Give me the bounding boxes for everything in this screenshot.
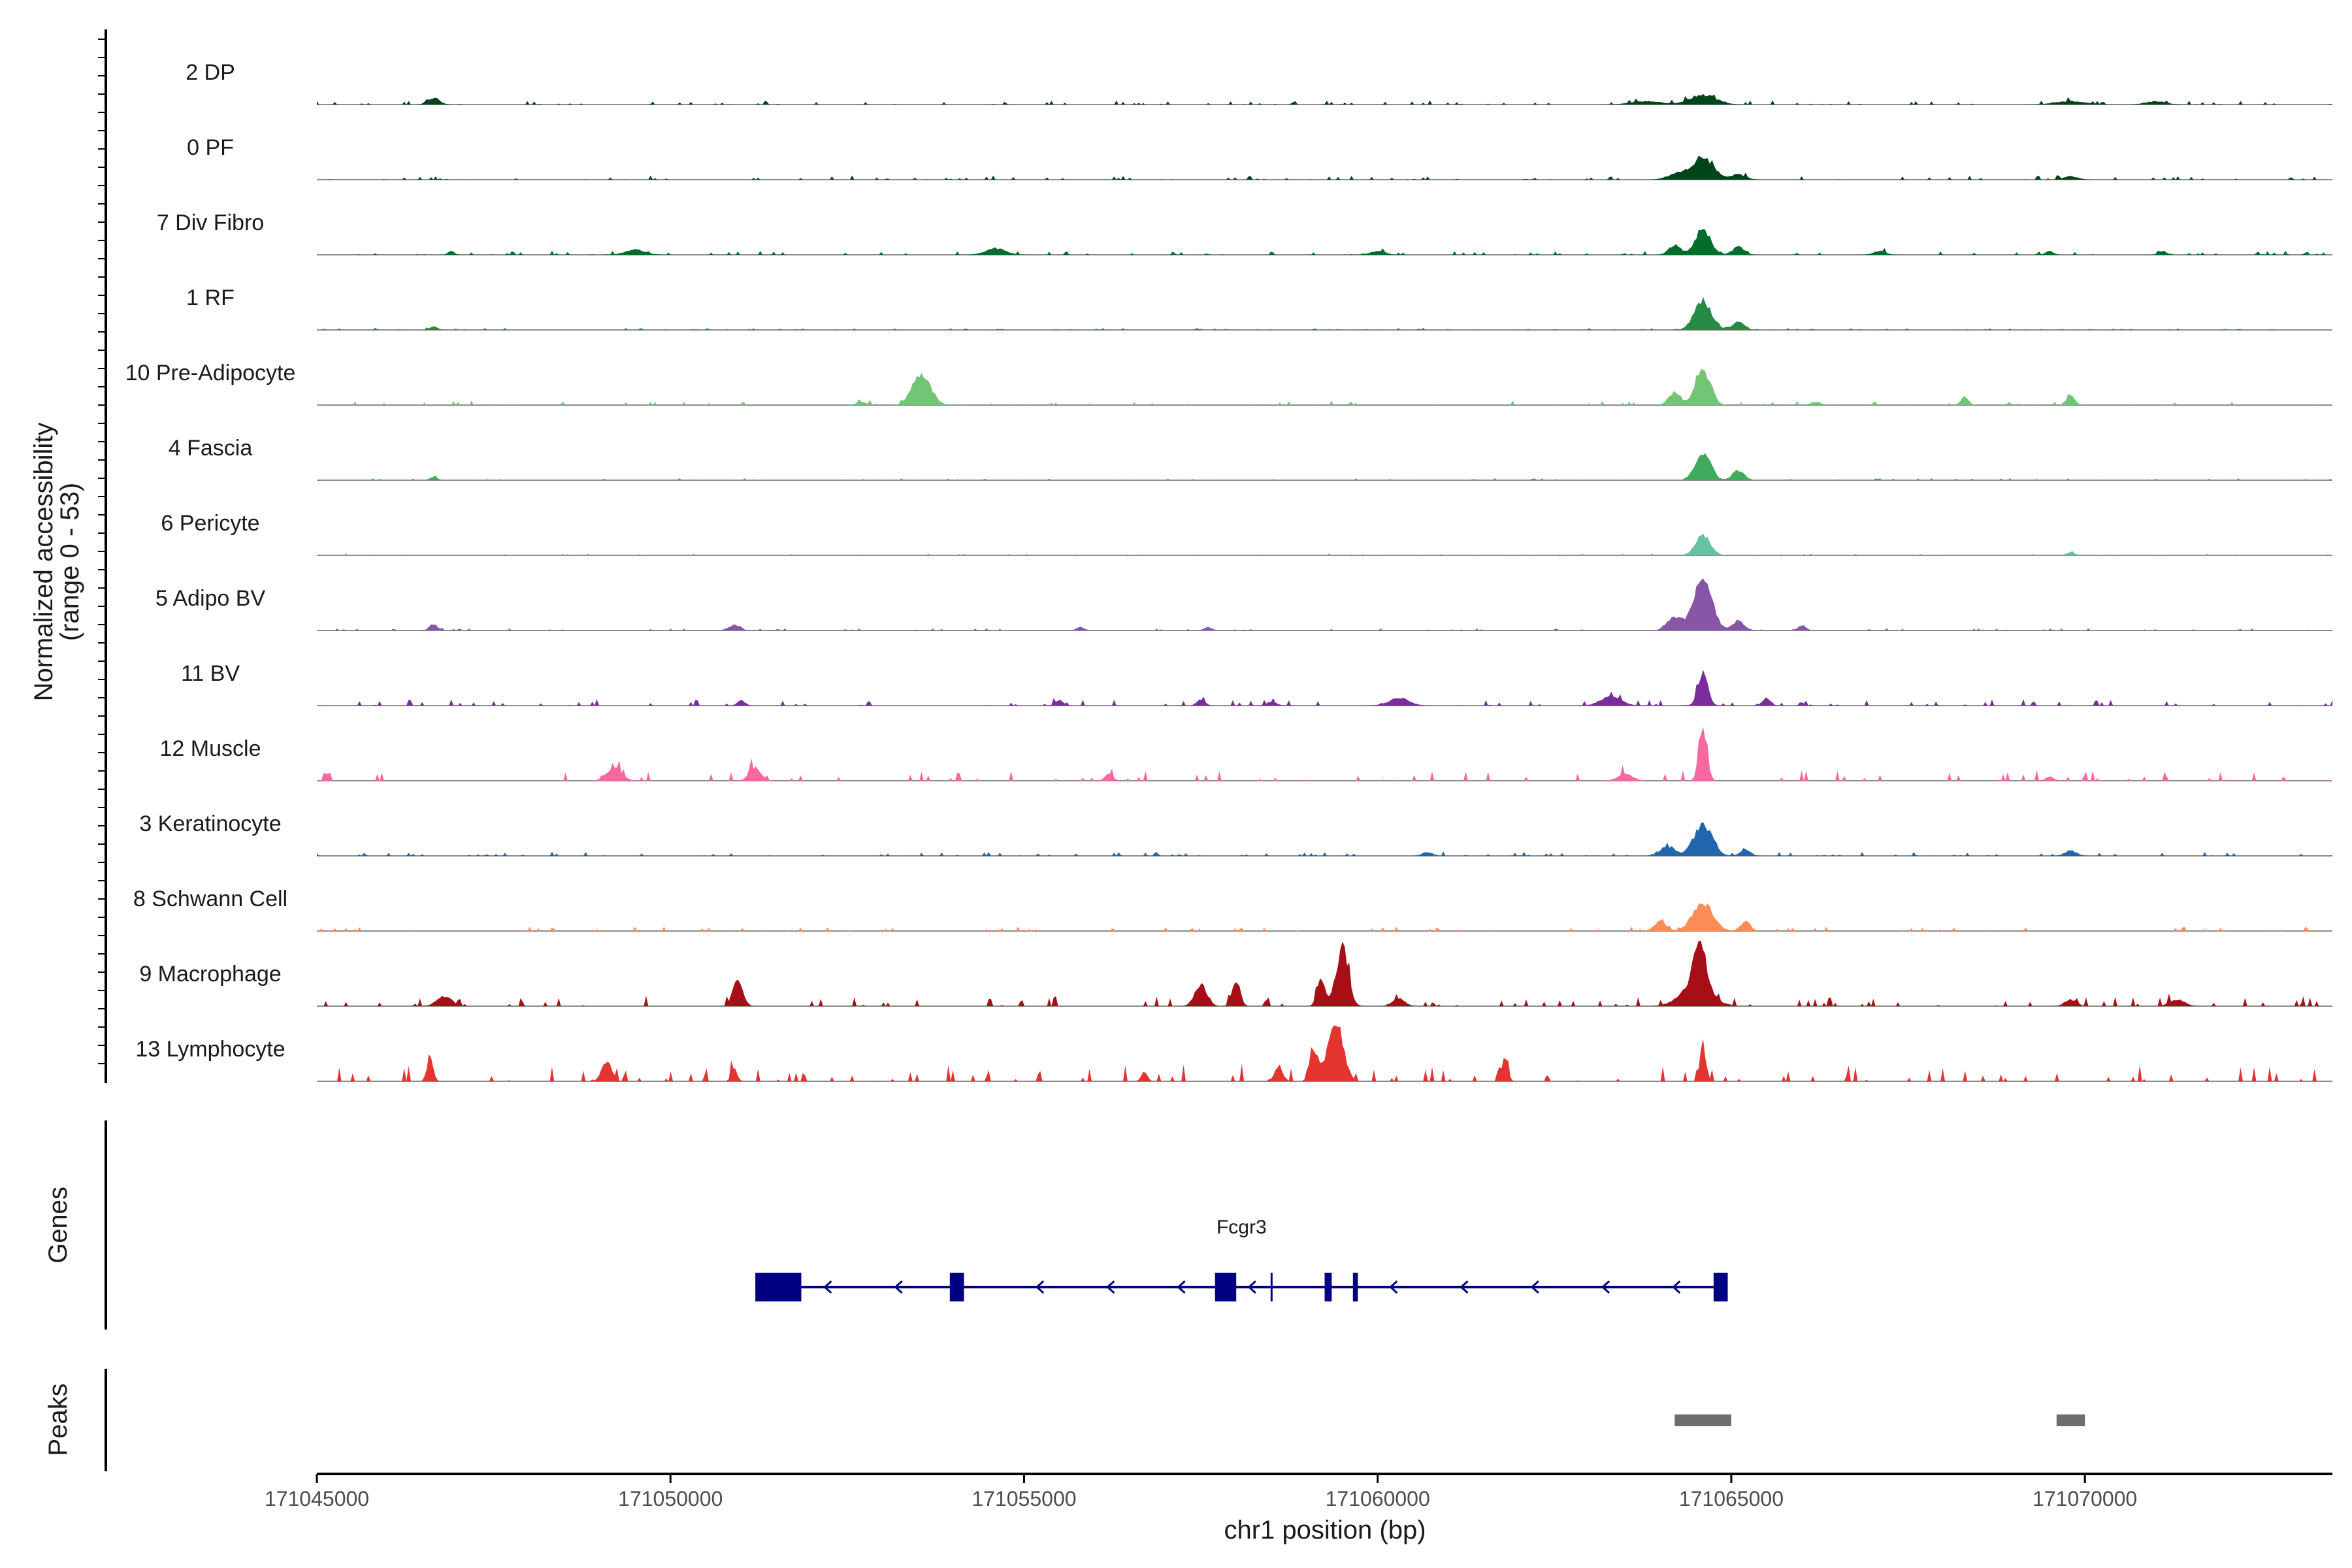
track-label: 8 Schwann Cell: [133, 887, 287, 911]
strand-arrow: [1530, 1280, 1539, 1294]
track-label: 9 Macrophage: [139, 962, 281, 987]
peak-regions: [1674, 1414, 2085, 1426]
gene-exon: [1713, 1273, 1728, 1301]
track-signal: [317, 93, 2332, 105]
track-label: 7 Div Fibro: [157, 210, 264, 235]
x-axis-ticks: 171045000 171050000 171055000 171060000 1710…: [265, 1474, 2137, 1511]
track-0-pf: 0 PF: [187, 135, 2332, 180]
track-signal: [317, 941, 2332, 1006]
track-label: 11 BV: [181, 661, 240, 686]
track-signal: [317, 903, 2332, 931]
track-2-dp: 2 DP: [186, 60, 2332, 105]
track-signal: [317, 670, 2332, 706]
track-4-fascia: 4 Fascia: [169, 436, 2332, 481]
track-label: 3 Keratinocyte: [139, 811, 281, 836]
strand-arrow: [1177, 1280, 1186, 1294]
track-13-lymphocyte: 13 Lymphocyte: [135, 1025, 2332, 1082]
track-1-rf: 1 RF: [186, 286, 2332, 331]
gene-exon: [1324, 1273, 1332, 1301]
track-label: 13 Lymphocyte: [135, 1037, 285, 1062]
gene-exon: [1215, 1273, 1237, 1301]
track-signal: [317, 727, 2332, 781]
gene-exon: [1352, 1273, 1358, 1301]
x-tick-label: 171045000: [265, 1487, 369, 1511]
strand-arrow: [1672, 1280, 1681, 1294]
track-label: 6 Pericyte: [161, 511, 259, 536]
gene-exon: [755, 1273, 802, 1301]
strand-arrow: [1035, 1280, 1045, 1294]
strand-arrow: [1247, 1280, 1256, 1294]
coverage-tracks: 2 DP 0 PF 7 Div Fibro 1 RF 10 Pre-Adipocyte 4…: [125, 60, 2332, 1082]
track-signal: [317, 155, 2332, 180]
track-7-div-fibro: 7 Div Fibro: [157, 210, 2332, 255]
track-3-keratinocyte: 3 Keratinocyte: [139, 811, 2332, 857]
strand-arrow: [1601, 1280, 1610, 1294]
x-tick-label: 171055000: [972, 1487, 1076, 1511]
x-tick-label: 171070000: [2033, 1487, 2137, 1511]
track-label: 10 Pre-Adipocyte: [125, 361, 296, 385]
track-8-schwann-cell: 8 Schwann Cell: [133, 887, 2332, 932]
track-9-macrophage: 9 Macrophage: [139, 941, 2332, 1007]
track-signal: [317, 297, 2332, 330]
track-signal: [317, 578, 2332, 630]
x-tick-label: 171065000: [1679, 1487, 1784, 1511]
strand-arrow: [1106, 1280, 1115, 1294]
track-signal: [317, 369, 2332, 405]
y-axis-title: Normalized accessibility: [29, 423, 58, 702]
strand-arrow: [823, 1280, 832, 1294]
track-11-bv: 11 BV: [181, 661, 2332, 706]
track-10-pre-adipocyte: 10 Pre-Adipocyte: [125, 361, 2332, 406]
x-axis-title: chr1 position (bp): [1224, 1516, 1426, 1544]
track-signal: [317, 453, 2332, 480]
strand-arrow: [894, 1280, 903, 1294]
strand-arrow: [1389, 1280, 1398, 1294]
x-tick-label: 171050000: [618, 1487, 723, 1511]
track-signal: [317, 229, 2332, 255]
track-label: 5 Adipo BV: [155, 586, 266, 611]
peaks-track-title: Peaks: [44, 1383, 73, 1456]
track-signal: [317, 1025, 2332, 1081]
genes-track-title: Genes: [44, 1186, 73, 1264]
track-12-muscle: 12 Muscle: [160, 727, 2332, 781]
gene-model: [755, 1273, 1728, 1301]
track-6-pericyte: 6 Pericyte: [161, 511, 2332, 556]
track-signal: [317, 533, 2332, 555]
x-tick-label: 171060000: [1326, 1487, 1430, 1511]
track-5-adipo-bv: 5 Adipo BV: [155, 578, 2332, 631]
gene-label: Fcgr3: [1217, 1217, 1267, 1238]
track-label: 4 Fascia: [169, 436, 253, 461]
gene-exon: [949, 1273, 964, 1301]
track-label: 0 PF: [187, 135, 234, 160]
strand-arrow: [1460, 1280, 1469, 1294]
y-axis-ticks: [98, 39, 106, 1064]
peak-region: [2056, 1414, 2085, 1426]
track-label: 1 RF: [186, 286, 235, 310]
track-label: 12 Muscle: [160, 736, 261, 761]
track-signal: [317, 822, 2332, 856]
track-label: 2 DP: [186, 60, 235, 85]
y-axis-subtitle: (range 0 - 53): [56, 483, 84, 641]
peak-region: [1674, 1414, 1731, 1426]
